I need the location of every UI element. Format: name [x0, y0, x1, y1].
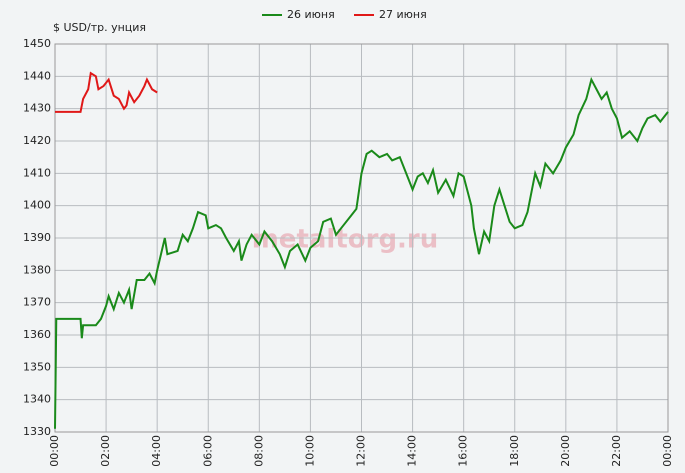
- x-tick-label: 14:00: [406, 435, 419, 467]
- y-tick-label: 1370: [23, 296, 51, 309]
- x-tick-label: 02:00: [99, 435, 112, 467]
- y-tick-label: 1440: [23, 69, 51, 82]
- y-tick-label: 1390: [23, 231, 51, 244]
- y-tick-label: 1360: [23, 328, 51, 341]
- price-line: [55, 71, 158, 113]
- x-tick-label: 08:00: [252, 435, 265, 467]
- x-tick-label: 00:00: [661, 435, 674, 467]
- y-axis-label: $ USD/тр. унция: [53, 21, 146, 34]
- x-tick-label: 06:00: [201, 435, 214, 467]
- x-tick-label: 18:00: [508, 435, 521, 467]
- y-tick-label: 1430: [23, 102, 51, 115]
- legend-label: 27 июня: [379, 8, 427, 21]
- price-line: [54, 76, 669, 429]
- y-tick-label: 1410: [23, 166, 51, 179]
- y-tick-label: 1380: [23, 263, 51, 276]
- x-tick-label: 20:00: [559, 435, 572, 467]
- plot-frame: [54, 43, 669, 433]
- legend-label: 26 июня: [287, 8, 335, 21]
- x-tick-label: 00:00: [48, 435, 61, 467]
- y-tick-label: 1350: [23, 360, 51, 373]
- y-tick-label: 1420: [23, 134, 51, 147]
- x-tick-label: 10:00: [303, 435, 316, 467]
- watermark: metaltorg.ru: [252, 225, 439, 255]
- x-tick-label: 12:00: [355, 435, 368, 467]
- y-tick-label: 1340: [23, 393, 51, 406]
- x-tick-label: 04:00: [150, 435, 163, 467]
- x-tick-label: 16:00: [457, 435, 470, 467]
- y-tick-label: 1400: [23, 199, 51, 212]
- y-tick-label: 1450: [23, 37, 51, 50]
- y-tick-label: 1330: [23, 425, 51, 438]
- x-tick-label: 22:00: [610, 435, 623, 467]
